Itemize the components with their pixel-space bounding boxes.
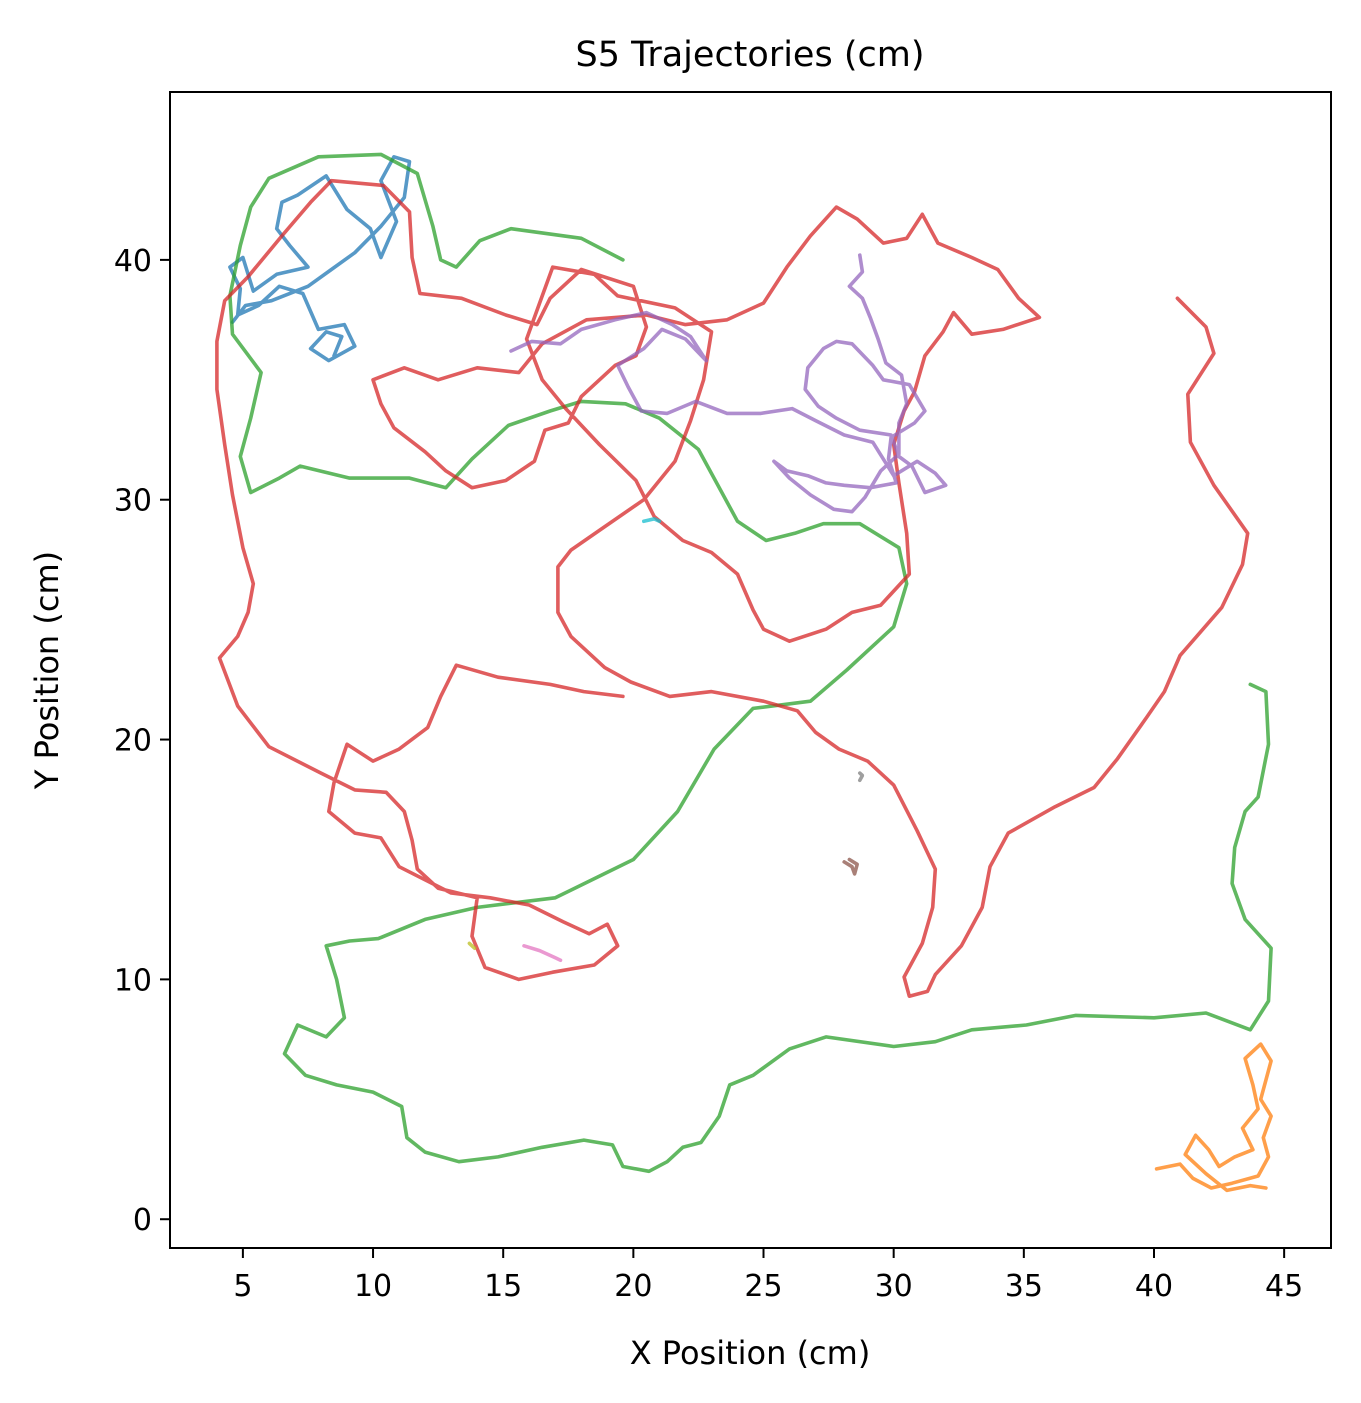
x-axis-label: X Position (cm) — [630, 1334, 871, 1372]
x-axis: 5 10 15 20 25 30 35 40 45 — [233, 1248, 1303, 1304]
plot-frame — [169, 91, 1332, 1249]
trajectory-line-6 — [842, 857, 859, 876]
y-tick-label: 0 — [133, 1203, 152, 1238]
trajectory-line-4 — [215, 178, 1250, 998]
trajectory-line-8 — [858, 771, 865, 783]
trajectory-line-9 — [467, 941, 477, 950]
x-tick-label: 10 — [354, 1269, 392, 1304]
x-tick-label: 5 — [233, 1269, 252, 1304]
y-tick-label: 40 — [114, 244, 152, 279]
y-tick-label: 30 — [114, 484, 152, 519]
trajectory-line-1 — [228, 155, 412, 363]
x-tick-label: 45 — [1265, 1269, 1303, 1304]
x-tick-label: 15 — [484, 1269, 522, 1304]
x-tick-label: 30 — [875, 1269, 913, 1304]
plot-area — [215, 152, 1273, 1193]
y-axis: 0 10 20 30 40 — [114, 244, 170, 1238]
x-tick-label: 25 — [744, 1269, 782, 1304]
trajectory-line-5 — [509, 253, 948, 514]
x-tick-label: 35 — [1005, 1269, 1043, 1304]
trajectory-line-7 — [522, 944, 563, 962]
y-axis-label: Y Position (cm) — [28, 551, 66, 790]
x-tick-label: 20 — [614, 1269, 652, 1304]
trajectory-line-3 — [228, 152, 1273, 1174]
chart-title: S5 Trajectories (cm) — [576, 35, 925, 75]
trajectory-line-2 — [1154, 1042, 1273, 1193]
y-tick-label: 20 — [114, 724, 152, 759]
x-tick-label: 40 — [1135, 1269, 1173, 1304]
trajectory-line-10 — [642, 517, 662, 524]
y-tick-label: 10 — [114, 963, 152, 998]
